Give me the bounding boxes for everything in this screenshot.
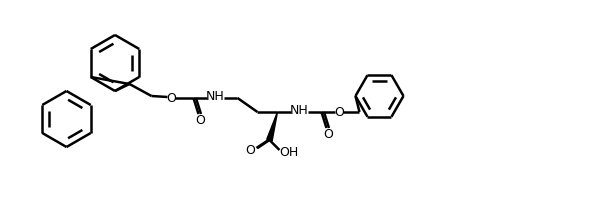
Text: O: O — [334, 105, 344, 119]
Text: O: O — [246, 144, 255, 156]
Text: O: O — [323, 129, 333, 141]
Text: NH: NH — [206, 89, 225, 103]
Text: O: O — [167, 92, 176, 104]
Polygon shape — [267, 112, 277, 141]
Text: NH: NH — [290, 104, 309, 116]
Text: O: O — [196, 114, 206, 128]
Text: OH: OH — [279, 146, 298, 158]
